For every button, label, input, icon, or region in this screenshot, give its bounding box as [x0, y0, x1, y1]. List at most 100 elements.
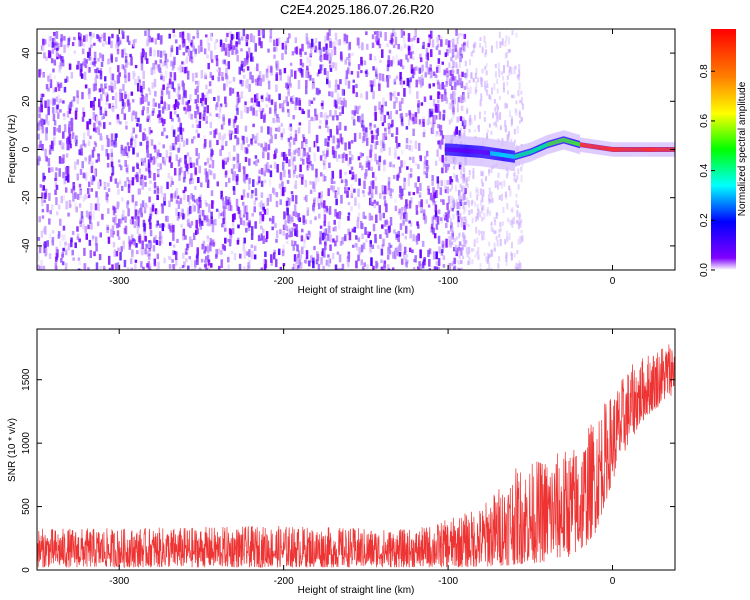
noise-mark — [409, 140, 413, 144]
noise-mark — [227, 238, 230, 243]
noise-mark — [514, 107, 517, 114]
noise-mark — [90, 179, 94, 186]
noise-mark — [248, 177, 251, 184]
noise-mark — [400, 117, 404, 125]
noise-mark — [39, 140, 42, 148]
noise-mark — [158, 110, 161, 117]
noise-mark — [458, 194, 461, 201]
signal-core — [493, 151, 495, 156]
noise-mark — [68, 140, 72, 145]
noise-mark — [444, 186, 447, 192]
noise-mark — [423, 128, 426, 134]
noise-mark — [263, 179, 267, 184]
noise-mark — [456, 210, 460, 216]
noise-mark — [93, 97, 97, 102]
noise-mark — [278, 183, 282, 189]
noise-mark — [229, 133, 232, 141]
noise-mark — [306, 157, 309, 164]
noise-mark — [516, 220, 519, 225]
noise-mark — [293, 225, 297, 232]
signal-core — [477, 149, 479, 154]
noise-mark — [240, 48, 243, 52]
noise-mark — [456, 68, 460, 75]
signal-core — [486, 150, 488, 155]
noise-mark — [189, 177, 192, 182]
noise-mark — [419, 155, 422, 159]
noise-mark — [182, 228, 186, 236]
noise-mark — [382, 212, 386, 219]
noise-mark — [448, 46, 452, 54]
noise-mark — [506, 75, 509, 80]
noise-mark — [316, 146, 320, 152]
noise-mark — [188, 256, 192, 260]
noise-mark — [243, 205, 246, 215]
noise-mark — [132, 166, 135, 172]
noise-mark — [496, 114, 499, 122]
noise-mark — [132, 147, 135, 155]
noise-mark — [262, 228, 265, 234]
noise-mark — [451, 226, 454, 233]
noise-mark — [245, 136, 249, 143]
noise-mark — [145, 93, 148, 102]
noise-mark — [419, 53, 422, 60]
noise-mark — [174, 99, 178, 108]
noise-mark — [44, 148, 47, 157]
noise-mark — [411, 51, 415, 55]
noise-mark — [501, 38, 504, 46]
noise-mark — [54, 42, 57, 51]
noise-mark — [214, 218, 217, 226]
noise-mark — [170, 45, 174, 52]
noise-mark — [436, 65, 439, 69]
noise-mark — [189, 162, 193, 169]
noise-mark — [196, 94, 200, 104]
noise-mark — [130, 91, 134, 96]
noise-mark — [99, 70, 103, 80]
noise-mark — [123, 91, 127, 99]
signal-core — [473, 149, 475, 154]
noise-mark — [437, 180, 440, 189]
noise-mark — [258, 169, 261, 174]
noise-mark — [441, 244, 445, 249]
noise-mark — [253, 94, 257, 103]
noise-mark — [186, 209, 190, 217]
noise-mark — [395, 54, 398, 60]
noise-mark — [455, 61, 458, 69]
noise-mark — [232, 187, 236, 195]
noise-mark — [461, 71, 464, 78]
noise-mark — [494, 121, 497, 126]
spectrogram-y-label: Frequency (Hz) — [7, 115, 18, 184]
noise-mark — [246, 79, 249, 84]
noise-mark — [54, 181, 58, 188]
signal-core — [554, 140, 556, 145]
noise-mark — [40, 230, 44, 238]
signal-core — [567, 138, 569, 144]
noise-mark — [222, 217, 225, 225]
noise-mark — [368, 231, 372, 236]
noise-mark — [389, 194, 393, 199]
noise-mark — [223, 59, 226, 65]
noise-mark — [65, 200, 68, 210]
noise-mark — [256, 159, 260, 163]
noise-mark — [450, 226, 453, 232]
noise-mark — [446, 186, 449, 194]
noise-mark — [160, 88, 164, 95]
noise-mark — [450, 218, 453, 226]
noise-mark — [317, 48, 320, 53]
noise-mark — [152, 245, 156, 252]
noise-mark — [174, 39, 178, 44]
noise-mark — [499, 238, 502, 247]
noise-mark — [378, 205, 382, 214]
noise-mark — [373, 199, 377, 204]
noise-mark — [136, 152, 139, 158]
noise-mark — [205, 202, 208, 207]
noise-mark — [226, 199, 230, 206]
noise-mark — [351, 110, 355, 115]
noise-mark — [437, 209, 441, 215]
noise-mark — [206, 244, 210, 253]
noise-mark — [205, 174, 208, 183]
noise-mark — [145, 167, 148, 172]
noise-mark — [378, 83, 381, 91]
noise-mark — [360, 93, 363, 99]
signal-core — [573, 140, 575, 145]
noise-mark — [344, 100, 347, 108]
